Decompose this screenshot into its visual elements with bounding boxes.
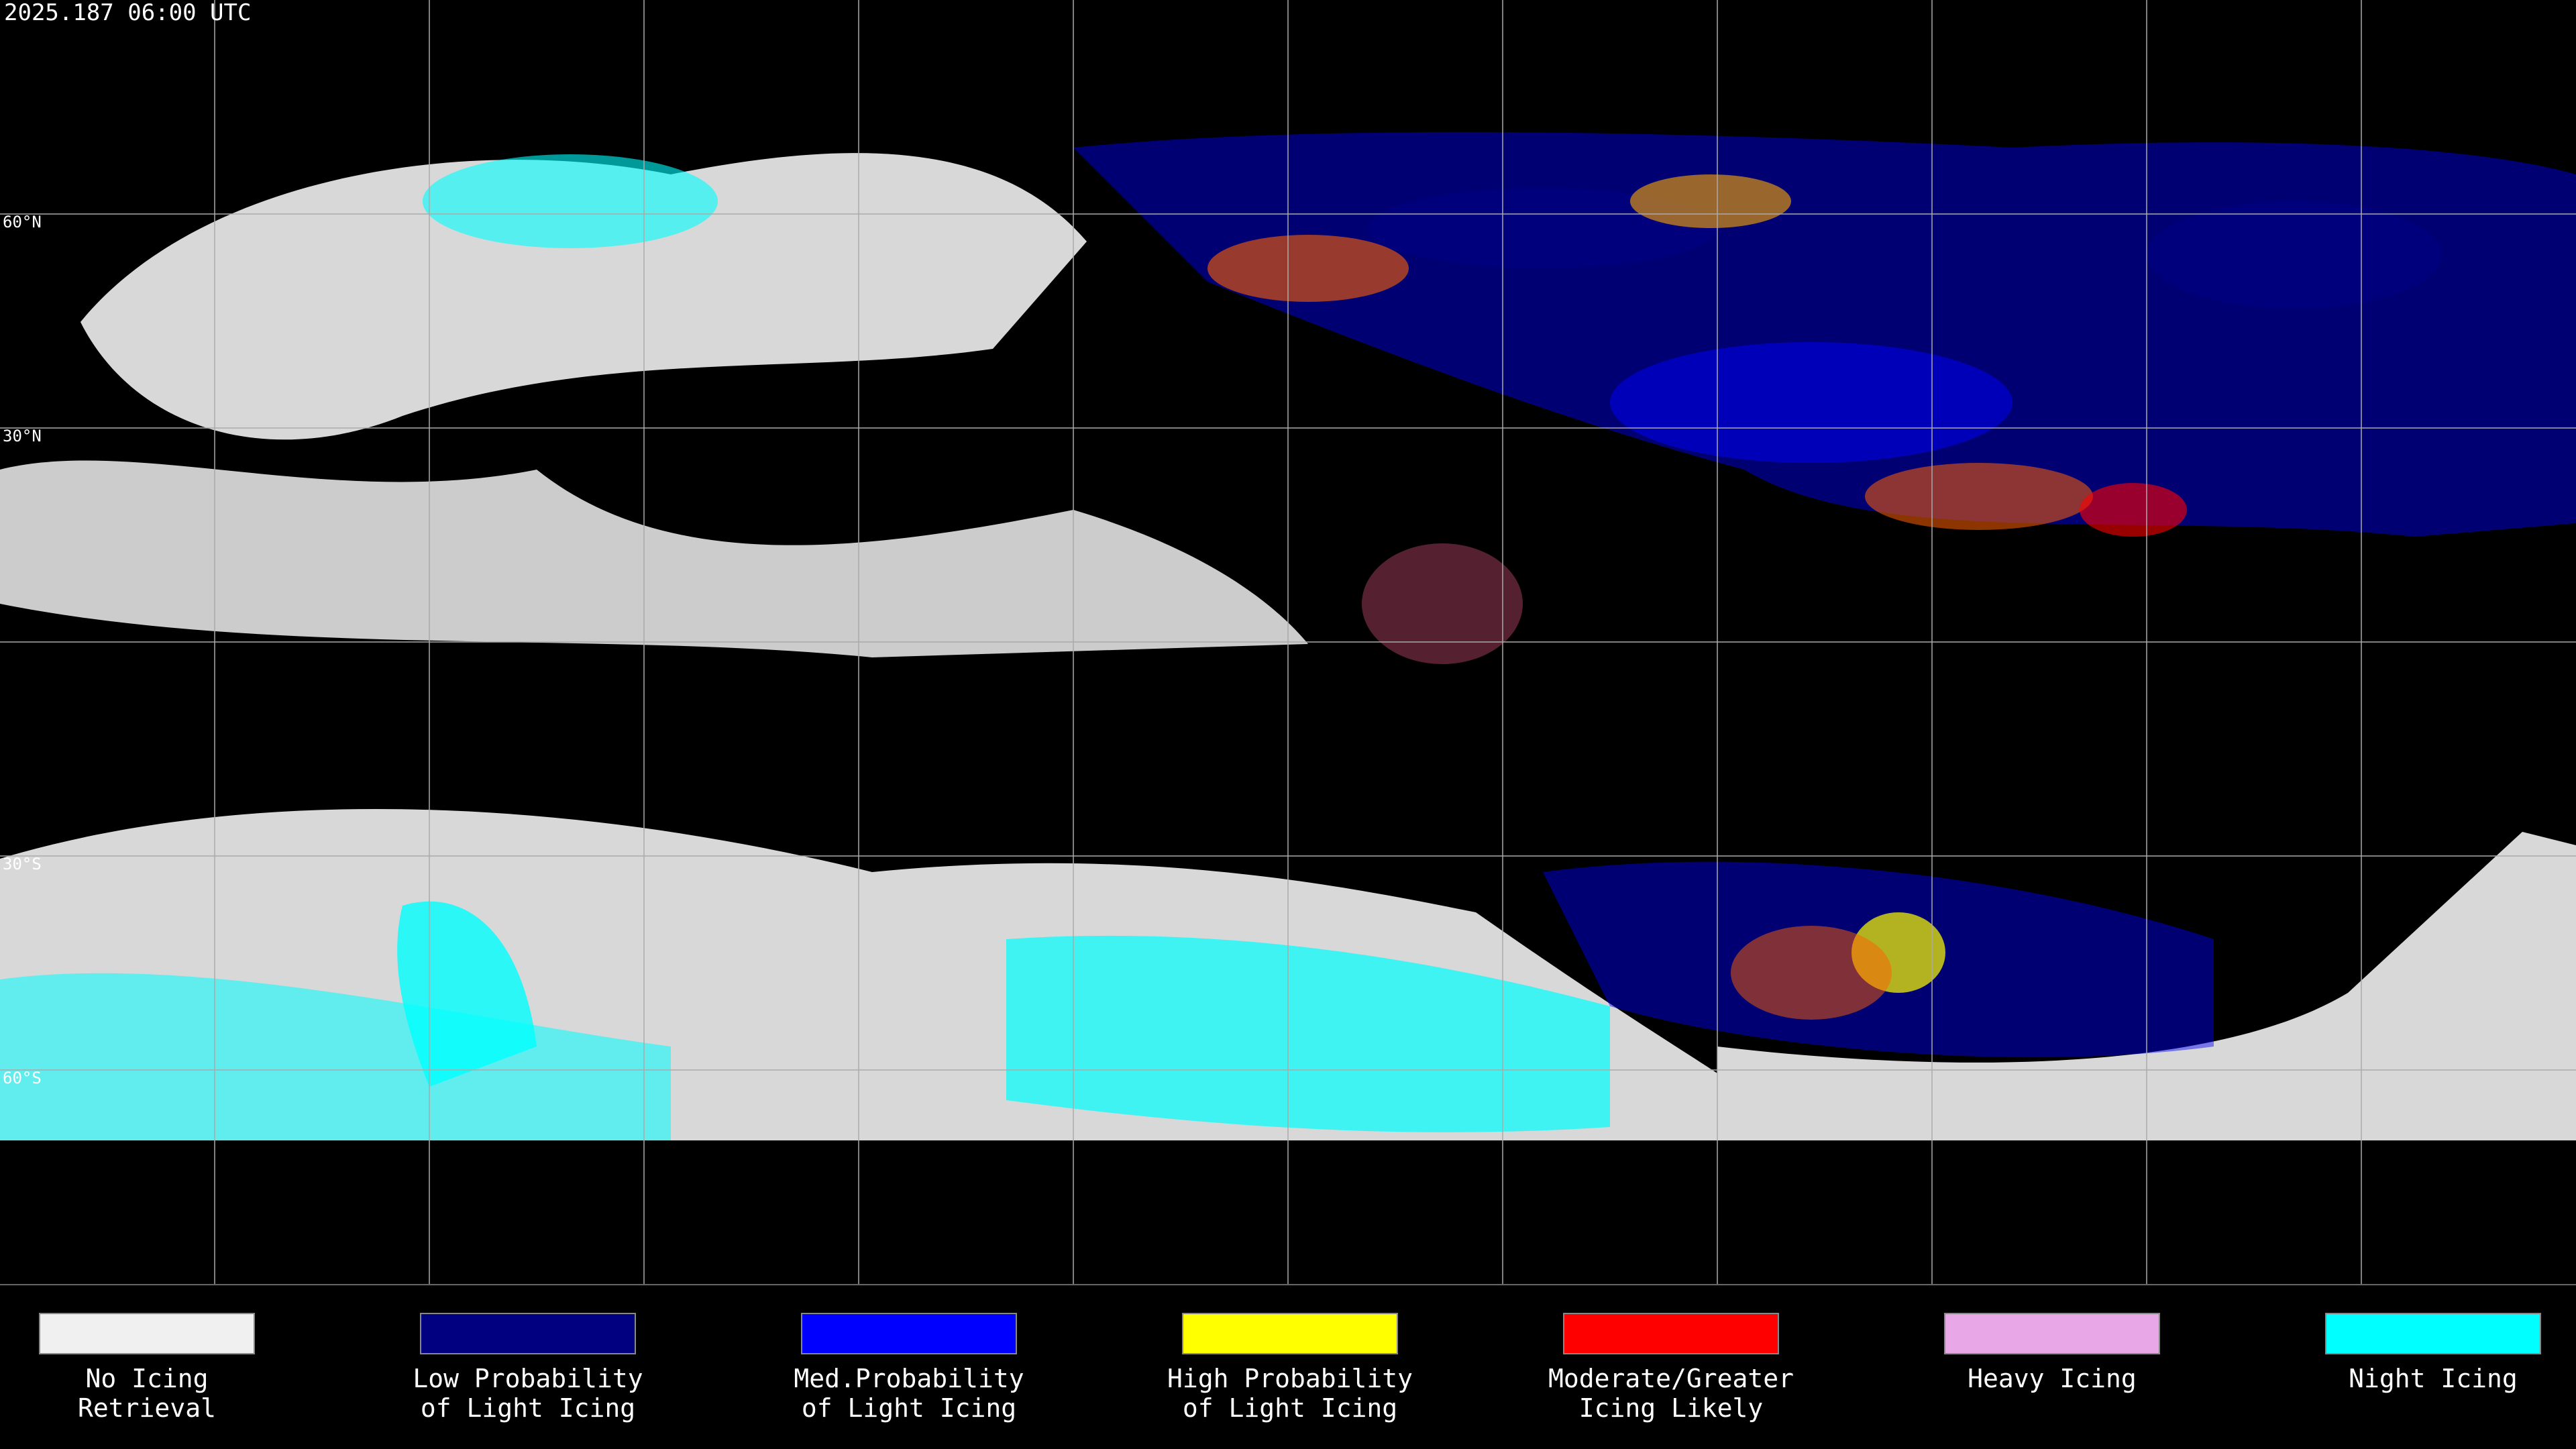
- icing-area: [1208, 235, 1409, 302]
- icing-area: [2147, 201, 2442, 309]
- lat-labels: 60°N 30°N 30°S 60°S: [3, 213, 42, 1087]
- legend-label: Med.Probability: [794, 1364, 1024, 1393]
- lat-label: 60°S: [3, 1069, 42, 1087]
- cloud: [80, 153, 1087, 440]
- graticule: [0, 0, 2576, 1285]
- legend-label: Night Icing: [2349, 1364, 2518, 1393]
- lat-label: 60°N: [3, 213, 42, 231]
- legend-label: Icing Likely: [1579, 1393, 1764, 1423]
- lat-label: 30°S: [3, 855, 42, 873]
- icing-area: [1610, 342, 2012, 463]
- timestamp: 2025.187 06:00 UTC: [4, 0, 251, 26]
- legend-swatch: [1563, 1313, 1779, 1354]
- icing-area: [1630, 174, 1791, 228]
- legend-label: No Icing: [85, 1364, 208, 1393]
- legend-label: Low Probability: [413, 1364, 643, 1393]
- cloud-night: [1006, 935, 1610, 1132]
- legend-label: of Light Icing: [802, 1393, 1016, 1423]
- icing-area: [1362, 543, 1523, 664]
- legend-label: Retrieval: [78, 1393, 216, 1423]
- cloud: [0, 460, 1308, 657]
- legend-swatch: [2325, 1313, 2541, 1354]
- cloud-night: [397, 901, 537, 1087]
- icing-area: [1731, 926, 1892, 1020]
- legend-swatch: [801, 1313, 1017, 1354]
- lat-label: 30°N: [3, 427, 42, 445]
- cloud-night: [0, 973, 671, 1140]
- icing-area: [1865, 463, 2093, 530]
- icing-area: [1368, 188, 1717, 268]
- legend-swatch: [420, 1313, 636, 1354]
- legend-label: High Probability: [1167, 1364, 1413, 1393]
- legend-label: of Light Icing: [1183, 1393, 1397, 1423]
- cloud-night: [423, 154, 718, 248]
- legend-label: of Light Icing: [421, 1393, 635, 1423]
- legend-swatch: [1944, 1313, 2160, 1354]
- legend-label: Moderate/Greater: [1548, 1364, 1794, 1393]
- icing-area: [2080, 483, 2187, 537]
- legend-label: Heavy Icing: [1968, 1364, 2137, 1393]
- legend-swatch: [39, 1313, 255, 1354]
- legend-swatch: [1182, 1313, 1398, 1354]
